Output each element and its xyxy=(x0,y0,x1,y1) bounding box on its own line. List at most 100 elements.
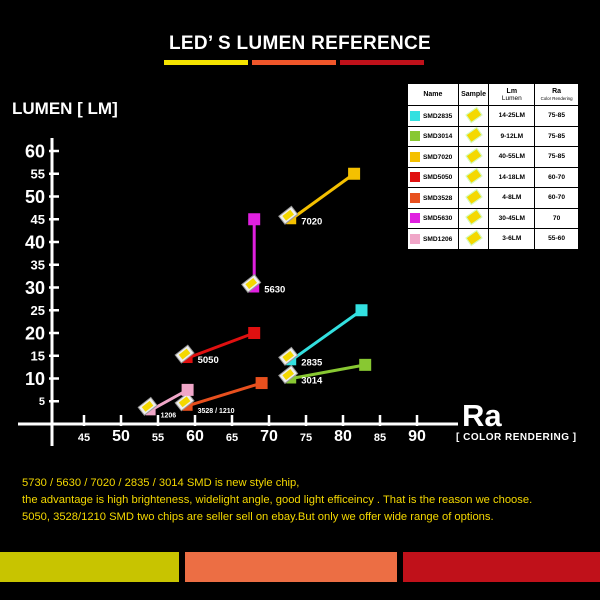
legend-ra: 75-85 xyxy=(534,105,579,127)
legend-lm: 14-18LM xyxy=(488,166,536,188)
legend-body: SMD2835 14-25LM 75-85 SMD3014 9-12LM 75-85 SMD… xyxy=(407,105,579,250)
led-chip-icon xyxy=(278,364,299,385)
legend-name-cell: SMD1206 xyxy=(407,228,459,250)
legend-header-name: Name xyxy=(407,83,459,106)
chip-phosphor xyxy=(178,396,191,408)
led-chip-icon xyxy=(464,168,483,185)
y-tick-label: 10 xyxy=(25,369,45,389)
x-tick-label: 65 xyxy=(226,432,238,444)
legend-ra: 55-60 xyxy=(534,228,579,250)
data-point-square xyxy=(355,304,368,317)
legend-header-sample: Sample xyxy=(457,83,490,106)
legend-name-cell: SMD7020 xyxy=(407,146,459,168)
legend-swatch xyxy=(410,172,420,183)
legend-ra: 75-85 xyxy=(534,146,579,168)
legend-swatch xyxy=(410,192,420,203)
led-chip-icon xyxy=(464,188,483,205)
led-chip-icon xyxy=(174,344,195,364)
legend-sample-cell xyxy=(457,146,490,168)
chip-phosphor xyxy=(282,369,294,380)
x-tick-label: 75 xyxy=(300,432,312,444)
footer-note-3: 5050, 3528/1210 SMD two chips are seller… xyxy=(22,511,494,523)
legend-name: SMD5630 xyxy=(423,215,453,222)
x-tick-label: 60 xyxy=(186,428,204,445)
legend-swatch xyxy=(410,110,420,121)
data-point-square xyxy=(255,377,268,390)
y-tick-label: 55 xyxy=(31,166,45,181)
footer-note-1: 5730 / 5630 / 7020 / 2835 / 3014 SMD is … xyxy=(22,477,300,489)
series-line xyxy=(149,388,189,412)
y-tick-label: 30 xyxy=(25,278,45,298)
legend-lm: 30-45LM xyxy=(488,207,536,229)
legend-name: SMD5050 xyxy=(423,174,453,181)
y-tick-label: 60 xyxy=(25,141,45,161)
legend-lm: 3-6LM xyxy=(488,228,536,250)
legend-lm: 14-25LM xyxy=(488,105,536,127)
y-tick-label: 35 xyxy=(31,257,45,272)
data-point-square xyxy=(248,327,261,339)
led-chip-icon xyxy=(464,147,483,164)
legend-lm: 9-12LM xyxy=(488,125,536,147)
legend-sample-cell xyxy=(457,228,490,250)
legend-ra: 60-70 xyxy=(534,166,579,188)
chip-phosphor xyxy=(245,278,257,289)
title-bar-yellow xyxy=(164,60,248,65)
legend-header-ra-label: Ra xyxy=(552,88,562,95)
legend-row: SMD3014 9-12LM 75-85 xyxy=(407,125,579,147)
legend-header-ra: Ra Color Rendering xyxy=(534,83,579,106)
legend-name-cell: SMD5050 xyxy=(407,166,459,188)
led-chip-icon xyxy=(464,209,483,226)
legend-name: SMD2835 xyxy=(423,112,453,120)
series-label: 3528 / 1210 xyxy=(198,408,235,415)
led-chip-icon xyxy=(278,205,299,225)
legend-swatch xyxy=(410,233,420,244)
footer-note-2: the advantage is high brighteness, widel… xyxy=(22,494,533,506)
led-chip-icon xyxy=(137,396,158,416)
title-bar-red xyxy=(340,60,424,65)
y-tick-label: 15 xyxy=(31,348,45,363)
data-point-square xyxy=(181,383,194,396)
x-axis-label: Ra xyxy=(462,398,502,433)
y-tick-label: 5 xyxy=(39,396,45,408)
legend-row: SMD5050 14-18LM 60-70 xyxy=(407,166,579,188)
legend-lm: 40-55LM xyxy=(488,146,536,168)
x-tick-label: 45 xyxy=(78,432,90,444)
y-tick-label: 25 xyxy=(31,303,45,318)
x-tick-label: 90 xyxy=(408,428,426,445)
legend-row: SMD7020 40-55LM 75-85 xyxy=(407,146,579,168)
legend-row: SMD2835 14-25LM 75-85 xyxy=(407,105,579,127)
data-point-square xyxy=(248,213,261,226)
legend-header-ra-sub: Color Rendering xyxy=(540,96,573,101)
legend-sample-cell xyxy=(457,207,490,229)
series-line xyxy=(290,309,363,362)
x-tick-label: 85 xyxy=(374,432,386,444)
legend-name-cell: SMD5630 xyxy=(407,207,459,229)
data-point-square xyxy=(359,358,372,371)
legend-name: SMD1206 xyxy=(423,235,453,243)
legend-sample-cell xyxy=(457,125,490,147)
legend-name-cell: SMD2835 xyxy=(407,105,459,127)
legend-swatch xyxy=(410,213,420,224)
legend-ra: 70 xyxy=(534,207,579,229)
y-tick-label: 40 xyxy=(25,232,45,252)
footer-bar-red xyxy=(403,552,600,582)
legend-swatch xyxy=(410,131,420,142)
legend-name: SMD3014 xyxy=(423,133,453,140)
legend-header-lm-sub: Lumen xyxy=(501,95,522,102)
legend-lm: 4-8LM xyxy=(488,187,536,209)
series-line xyxy=(187,381,263,408)
series-label: 3014 xyxy=(301,376,323,387)
legend-name-cell: SMD3528 xyxy=(407,187,459,209)
y-axis-label: LUMEN [ LM] xyxy=(12,99,118,118)
legend-swatch xyxy=(410,151,420,162)
legend-row: SMD3528 4-8LM 60-70 xyxy=(407,187,579,209)
led-chip-icon xyxy=(464,229,483,246)
x-tick-label: 55 xyxy=(152,432,164,444)
y-tick-label: 45 xyxy=(31,212,45,227)
legend-sample-cell xyxy=(457,166,490,188)
data-point-square xyxy=(348,167,361,180)
series-label: 7020 xyxy=(301,216,322,227)
x-tick-label: 80 xyxy=(334,428,352,445)
series-label: 5630 xyxy=(264,285,285,296)
